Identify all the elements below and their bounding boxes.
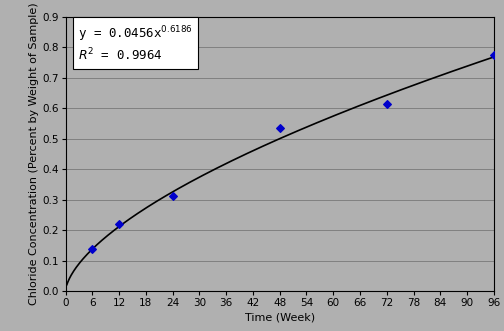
Point	[490, 52, 498, 57]
Point	[276, 125, 284, 131]
Point	[168, 193, 176, 199]
Point	[88, 247, 96, 252]
Text: y = 0.0456x$^{0.6186}$
$R^2$ = 0.9964: y = 0.0456x$^{0.6186}$ $R^2$ = 0.9964	[79, 25, 194, 64]
Point	[115, 221, 123, 227]
Point	[383, 101, 391, 106]
X-axis label: Time (Week): Time (Week)	[244, 312, 315, 322]
Y-axis label: Chloride Concentration (Percent by Weight of Sample): Chloride Concentration (Percent by Weigh…	[29, 3, 39, 305]
